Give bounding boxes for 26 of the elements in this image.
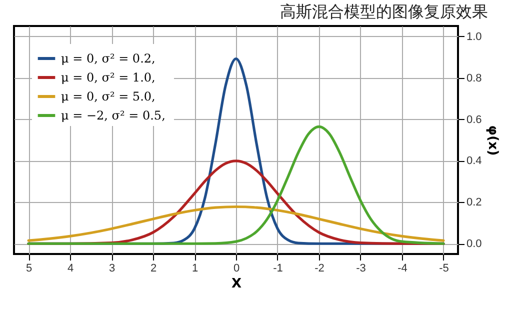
- x-tick-label: 1: [192, 262, 198, 274]
- x-tick-label: -5: [439, 262, 449, 274]
- x-tick-label: -2: [314, 262, 324, 274]
- legend-label: μ = 0, σ² = 5.0,: [61, 90, 156, 104]
- y-tick-label: 0.8: [466, 72, 482, 84]
- y-tick-label: 0.4: [466, 155, 482, 168]
- x-tick-label: 0: [233, 262, 240, 274]
- legend-label: μ = −2, σ² = 0.5,: [61, 108, 166, 122]
- text: 高斯混合模型的图像复原效果: [280, 2, 488, 21]
- y-tick-label: 1.0: [466, 30, 482, 43]
- line-series: [27, 205, 445, 242]
- y-tick-label: 0.2: [466, 196, 482, 209]
- x-tick-label: 4: [67, 262, 74, 274]
- line-series: [27, 125, 445, 245]
- legend-label: μ = 0, σ² = 0.2,: [61, 52, 156, 66]
- x-tick-label: -3: [356, 262, 366, 274]
- x-tick-label: -4: [398, 262, 408, 274]
- x-tick-label: 5: [26, 262, 32, 274]
- x-tick-label: 3: [108, 262, 116, 274]
- x-axis-title: X: [231, 276, 242, 292]
- y-axis-title: φ(x): [484, 125, 500, 156]
- y-tick-label: 0.6: [466, 114, 482, 126]
- x-tick-label: 2: [150, 262, 157, 274]
- x-tick-label: -1: [273, 262, 283, 274]
- legend-label: μ = 0, σ² = 1.0,: [61, 70, 156, 84]
- y-tick-label: 0.0: [466, 238, 482, 250]
